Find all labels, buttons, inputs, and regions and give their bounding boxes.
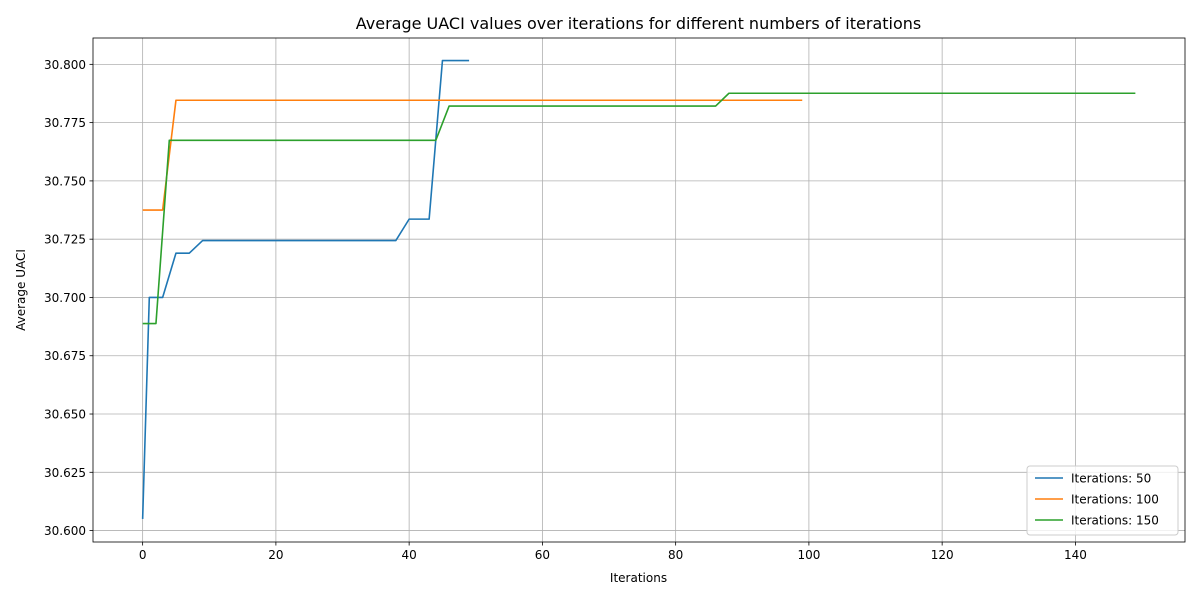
- y-tick-label: 30.700: [44, 291, 86, 305]
- x-tick-label: 40: [401, 548, 416, 562]
- plot-frame: [92, 37, 1186, 543]
- legend-label-2: Iterations: 100: [1071, 493, 1159, 507]
- legend-label-1: Iterations: 50: [1071, 472, 1151, 486]
- x-tick-label: 140: [1064, 548, 1087, 562]
- chart-title: Average UACI values over iterations for …: [356, 14, 921, 33]
- x-axis-label: Iterations: [610, 571, 667, 585]
- x-tick-label: 0: [139, 548, 147, 562]
- y-tick-label: 30.675: [44, 349, 86, 363]
- y-tick-label: 30.800: [44, 58, 86, 72]
- x-tick-label: 20: [268, 548, 283, 562]
- legend-box: [1026, 465, 1179, 536]
- y-tick-label: 30.600: [44, 524, 86, 538]
- legend-label-3: Iterations: 150: [1071, 514, 1159, 528]
- x-tick-label: 80: [668, 548, 683, 562]
- grid: [93, 38, 1185, 542]
- series-line-2: [142, 99, 803, 211]
- x-tick-label: 100: [797, 548, 820, 562]
- legend: Iterations: 50 Iterations: 100 Iterations:…: [1026, 465, 1179, 536]
- series-group: [141, 59, 1136, 519]
- series-line-3: [142, 92, 1136, 325]
- x-tick-label: 120: [931, 548, 954, 562]
- x-axis: 0 20 40 60 80 100 120 140: [139, 542, 1087, 562]
- x-tick-label: 60: [535, 548, 550, 562]
- y-tick-label: 30.650: [44, 408, 86, 422]
- y-axis: 30.600 30.625 30.650 30.675 30.700 30.725 30.7…: [44, 58, 93, 538]
- y-tick-label: 30.625: [44, 466, 86, 480]
- y-axis-label: Average UACI: [14, 249, 28, 331]
- series-line-1: [141, 59, 470, 519]
- y-tick-label: 30.725: [44, 233, 86, 247]
- y-tick-label: 30.775: [44, 116, 86, 130]
- y-tick-label: 30.750: [44, 174, 86, 188]
